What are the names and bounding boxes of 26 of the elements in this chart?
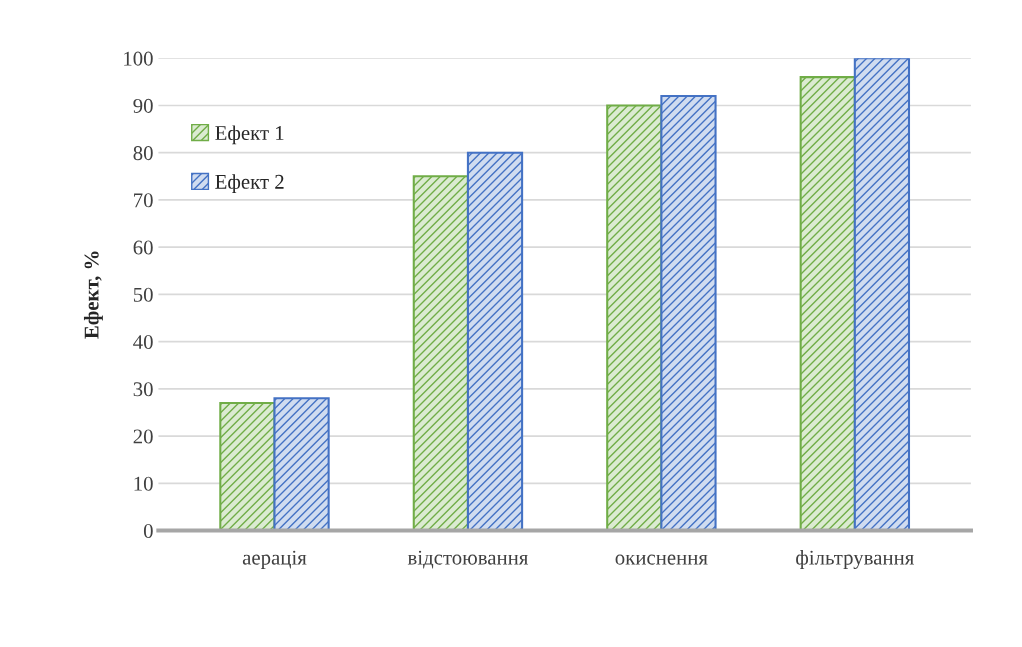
- x-tick-label: фільтрування: [796, 549, 914, 569]
- bar: [853, 58, 911, 531]
- y-tick-label: 20: [133, 429, 153, 444]
- y-tick-label: 30: [133, 382, 153, 397]
- x-tick-label: аерація: [242, 550, 307, 569]
- bar: [273, 397, 330, 531]
- y-tick-label: 50: [133, 287, 153, 302]
- y-tick-label: 80: [133, 146, 153, 161]
- y-tick-label: 90: [133, 98, 153, 113]
- bar: [799, 76, 856, 531]
- bar: [466, 151, 524, 531]
- y-tick-label: 40: [133, 334, 153, 350]
- bar: [412, 175, 469, 531]
- bar: [660, 94, 717, 531]
- y-tick-label: 0: [143, 523, 153, 538]
- y-tick-label: 70: [134, 193, 153, 208]
- bar: [219, 401, 276, 531]
- bar: [606, 104, 663, 531]
- x-tick-label: окиснення: [615, 554, 708, 565]
- y-axis-title: Ефект, %: [83, 251, 103, 339]
- x-tick-label: відстоювання: [407, 550, 529, 569]
- y-tick-label: 100: [124, 51, 153, 66]
- y-tick-label: 10: [134, 476, 153, 491]
- legend-label: Ефект 1: [215, 125, 284, 145]
- legend-label: Ефект 2: [215, 174, 284, 194]
- y-tick-label: 60: [133, 240, 153, 255]
